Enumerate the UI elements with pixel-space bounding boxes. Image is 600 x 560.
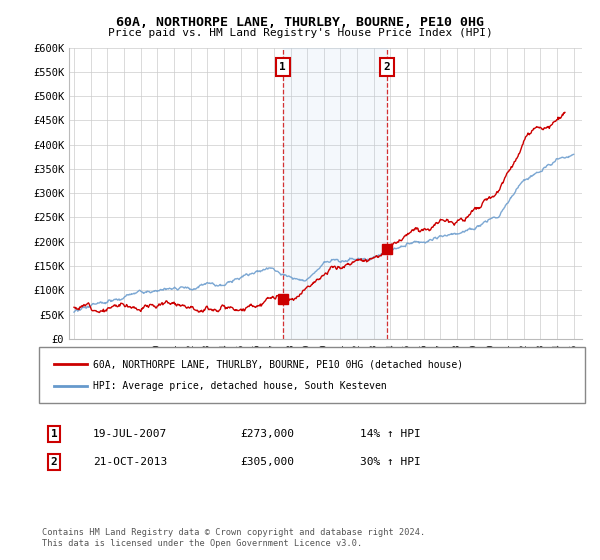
Text: 1: 1 bbox=[50, 429, 58, 439]
Text: £305,000: £305,000 bbox=[240, 457, 294, 467]
Text: 19-JUL-2007: 19-JUL-2007 bbox=[93, 429, 167, 439]
Text: 30% ↑ HPI: 30% ↑ HPI bbox=[360, 457, 421, 467]
Text: 2: 2 bbox=[50, 457, 58, 467]
Text: Price paid vs. HM Land Registry's House Price Index (HPI): Price paid vs. HM Land Registry's House … bbox=[107, 28, 493, 38]
Text: 1: 1 bbox=[280, 62, 286, 72]
Text: 14% ↑ HPI: 14% ↑ HPI bbox=[360, 429, 421, 439]
Text: 2: 2 bbox=[384, 62, 391, 72]
Text: 21-OCT-2013: 21-OCT-2013 bbox=[93, 457, 167, 467]
Text: HPI: Average price, detached house, South Kesteven: HPI: Average price, detached house, Sout… bbox=[93, 381, 387, 391]
Text: Contains HM Land Registry data © Crown copyright and database right 2024.
This d: Contains HM Land Registry data © Crown c… bbox=[42, 528, 425, 548]
Text: 60A, NORTHORPE LANE, THURLBY, BOURNE, PE10 0HG: 60A, NORTHORPE LANE, THURLBY, BOURNE, PE… bbox=[116, 16, 484, 29]
Bar bbox=[283, 48, 387, 339]
Text: £273,000: £273,000 bbox=[240, 429, 294, 439]
Text: 60A, NORTHORPE LANE, THURLBY, BOURNE, PE10 0HG (detached house): 60A, NORTHORPE LANE, THURLBY, BOURNE, PE… bbox=[93, 359, 463, 369]
